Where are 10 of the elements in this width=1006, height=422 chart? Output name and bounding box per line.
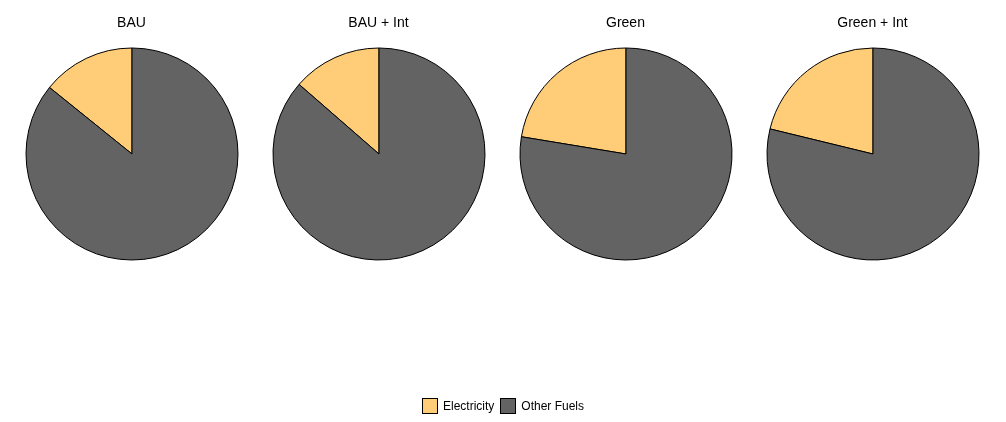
pie-slice — [25, 47, 238, 261]
chart-title: BAU + Int — [348, 14, 409, 32]
chart-title: Green + Int — [837, 14, 908, 32]
legend-label: Other Fuels — [521, 399, 585, 413]
pie-slice — [519, 47, 732, 261]
pie-slice — [766, 47, 979, 261]
legend-label: Electricity — [442, 399, 495, 413]
pie-slice — [272, 47, 485, 261]
chart-title: Green — [606, 14, 645, 32]
chart-title: BAU — [117, 14, 146, 32]
